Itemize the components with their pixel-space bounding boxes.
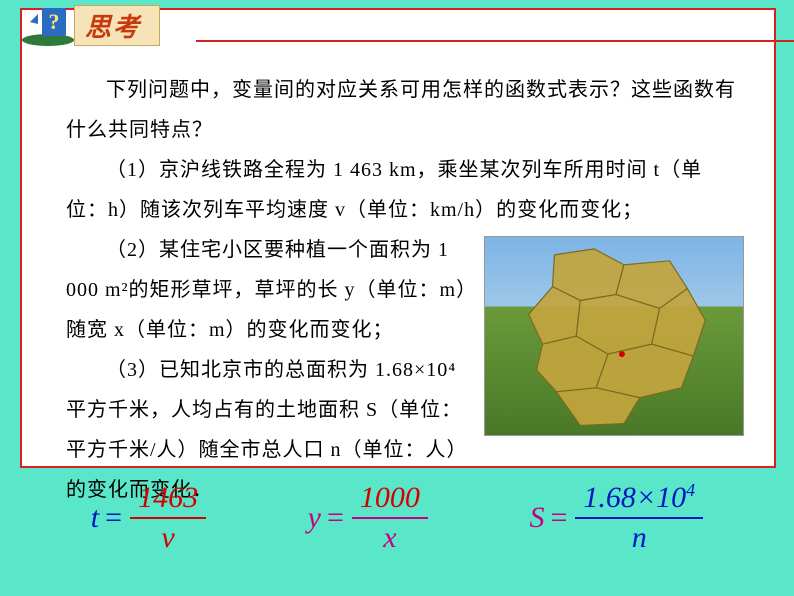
intro-text: 下列问题中，变量间的对应关系可用怎样的函数式表示？这些函数有什么共同特点？ (66, 70, 744, 150)
formula-1-numerator: 1463 (130, 481, 206, 517)
map-image (484, 236, 744, 436)
header-badge: ? 思考 (18, 4, 160, 46)
formula-1: t = 1463 v (91, 481, 206, 555)
svg-text:?: ? (49, 9, 60, 34)
formula-1-denominator: v (153, 519, 182, 555)
equals-sign: = (551, 501, 568, 535)
formula-row: t = 1463 v y = 1000 x S = 1.68×104 n (0, 480, 794, 555)
equals-sign: = (105, 501, 122, 535)
formula-3-numerator: 1.68×104 (575, 480, 703, 517)
formula-3-lhs: S (530, 501, 545, 535)
map-svg (485, 237, 743, 435)
formula-2-lhs: y (308, 501, 321, 535)
formula-3: S = 1.68×104 n (530, 480, 704, 555)
formula-3-denominator: n (624, 519, 655, 555)
equals-sign: = (327, 501, 344, 535)
question-mark-icon: ? (18, 4, 78, 46)
formula-2-denominator: x (375, 519, 404, 555)
formula-1-lhs: t (91, 501, 99, 535)
header-rule (196, 40, 794, 42)
formula-2: y = 1000 x (308, 481, 428, 555)
question-body: 下列问题中，变量间的对应关系可用怎样的函数式表示？这些函数有什么共同特点？ （1… (66, 70, 744, 510)
question-1: （1）京沪线铁路全程为 1 463 km，乘坐某次列车所用时间 t（单位：h）随… (66, 150, 744, 230)
header-label: 思考 (74, 5, 160, 46)
formula-2-numerator: 1000 (352, 481, 428, 517)
question-card: ? 思考 下列问题中，变量间的对应关系可用怎样的函数式表示？这些函数有什么共同特… (20, 8, 776, 468)
